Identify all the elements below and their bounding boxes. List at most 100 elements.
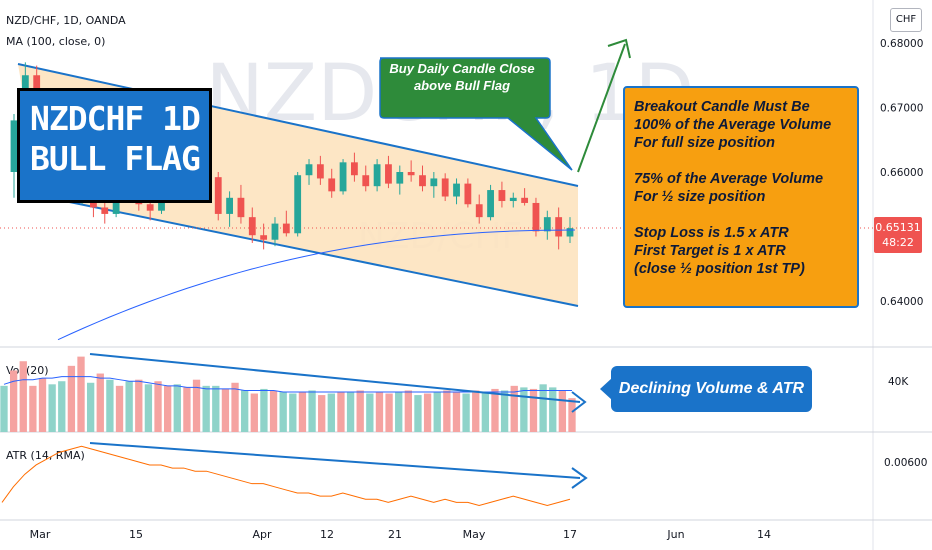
candle-body xyxy=(566,228,574,237)
candle-body xyxy=(509,197,517,202)
volume-bar xyxy=(510,385,518,432)
time-tick-label: May xyxy=(463,528,486,541)
volume-bar xyxy=(558,390,567,432)
candle-body xyxy=(316,164,324,179)
volume-bar xyxy=(289,393,297,432)
volume-bar xyxy=(423,393,432,432)
volume-bar xyxy=(500,390,509,432)
info-line xyxy=(634,206,851,224)
atr-line xyxy=(1,445,571,507)
candle-body xyxy=(385,164,392,184)
title-line-1: NZDCHF 1D xyxy=(30,99,201,138)
volume-bar xyxy=(9,370,18,432)
candle-body xyxy=(475,204,483,218)
volume-bar xyxy=(298,392,307,432)
volume-bar xyxy=(38,378,47,432)
candle-body xyxy=(146,204,154,211)
candle-body xyxy=(453,183,460,197)
price-tick-label: 0.64000 xyxy=(880,296,923,308)
volume-bar xyxy=(414,395,422,432)
atr-legend: ATR (14, RMA) xyxy=(6,449,85,462)
title-line-2: BULL FLAG xyxy=(30,139,201,178)
price-tick-label: 0.67000 xyxy=(880,103,923,115)
candle-body xyxy=(237,197,245,218)
volume-bar xyxy=(308,390,316,432)
currency-button[interactable]: CHF xyxy=(890,8,922,32)
candle-body xyxy=(101,207,109,214)
candle-body xyxy=(532,202,540,232)
candle-body xyxy=(419,175,426,187)
atr-tick-label: 0.00600 xyxy=(884,457,927,469)
volume-bar xyxy=(472,390,480,432)
candle-body xyxy=(282,223,290,234)
volume-bar xyxy=(433,392,441,432)
volume-bar xyxy=(395,392,403,432)
info-line: Stop Loss is 1.5 x ATR xyxy=(634,225,789,241)
volume-bar xyxy=(58,381,66,432)
info-line: For ½ size position xyxy=(634,189,766,205)
volume-bar xyxy=(491,388,499,432)
candle-body xyxy=(396,172,404,184)
callout-green-bubble xyxy=(379,57,573,171)
volume-bar xyxy=(202,385,210,432)
info-line: First Target is 1 x ATR xyxy=(634,243,786,259)
time-tick-label: Mar xyxy=(30,528,51,541)
volume-bar xyxy=(443,390,451,432)
volume-bar xyxy=(19,361,27,432)
volume-bar xyxy=(260,388,268,432)
candle-body xyxy=(373,164,381,187)
time-tick-label: 15 xyxy=(129,528,143,541)
volume-bar xyxy=(375,392,384,432)
last-price-value: 0.65131 xyxy=(875,221,921,234)
atr-trend-arrowhead xyxy=(571,467,588,489)
last-price-countdown: 48:22 xyxy=(882,236,914,249)
info-line xyxy=(634,152,851,170)
volume-trend-arrowhead xyxy=(571,391,587,413)
volume-callout: Declining Volume & ATR xyxy=(611,366,812,412)
candle-body xyxy=(305,164,313,176)
volume-bar xyxy=(192,379,201,432)
volume-bar xyxy=(346,392,355,432)
title-box: NZDCHF 1D BULL FLAG xyxy=(17,88,212,203)
ma-legend-label[interactable]: MA (100, close, 0) xyxy=(6,35,106,48)
volume-bar xyxy=(221,388,230,432)
volume-bar xyxy=(231,382,239,432)
volume-bar xyxy=(481,392,490,432)
volume-bar xyxy=(404,390,412,432)
last-price-tag: 0.65131 48:22 xyxy=(874,217,922,253)
volume-bar xyxy=(385,393,393,432)
volume-bar xyxy=(549,387,557,432)
moving-average-line xyxy=(57,229,576,341)
time-tick-label: Jun xyxy=(666,528,684,541)
volume-tick-label: 40K xyxy=(888,376,909,388)
volume-bar xyxy=(318,395,326,432)
volume-bar xyxy=(144,384,153,432)
candle-body xyxy=(271,223,279,240)
candle-body xyxy=(487,190,494,218)
volume-bar xyxy=(135,379,143,432)
volume-callout-pointer xyxy=(600,378,612,400)
candle-body xyxy=(407,172,415,176)
volume-bar xyxy=(96,373,104,432)
symbol-label: NZD/CHF, 1D, OANDA xyxy=(6,14,126,27)
volume-bar xyxy=(269,390,278,432)
candle-body xyxy=(248,217,256,236)
callout-green-line-1: Buy Daily Candle Close xyxy=(389,61,535,76)
volume-bar xyxy=(529,388,538,432)
volume-bar xyxy=(86,382,95,432)
volume-trend-line xyxy=(89,353,581,403)
volume-bar xyxy=(29,385,37,432)
price-tick-label: 0.68000 xyxy=(880,38,923,50)
candle-body xyxy=(294,175,302,234)
volume-bar xyxy=(568,398,576,432)
volume-bar xyxy=(164,385,172,432)
volume-bar xyxy=(67,365,76,432)
volume-bar xyxy=(48,384,56,432)
breakout-arrow xyxy=(577,43,626,173)
volume-bar xyxy=(0,385,8,432)
info-line: Breakout Candle Must Be xyxy=(634,99,810,115)
callout-green-line-2: above Bull Flag xyxy=(413,78,511,93)
info-box: Breakout Candle Must Be 100% of the Avera… xyxy=(623,86,859,308)
candle-body xyxy=(430,178,438,187)
